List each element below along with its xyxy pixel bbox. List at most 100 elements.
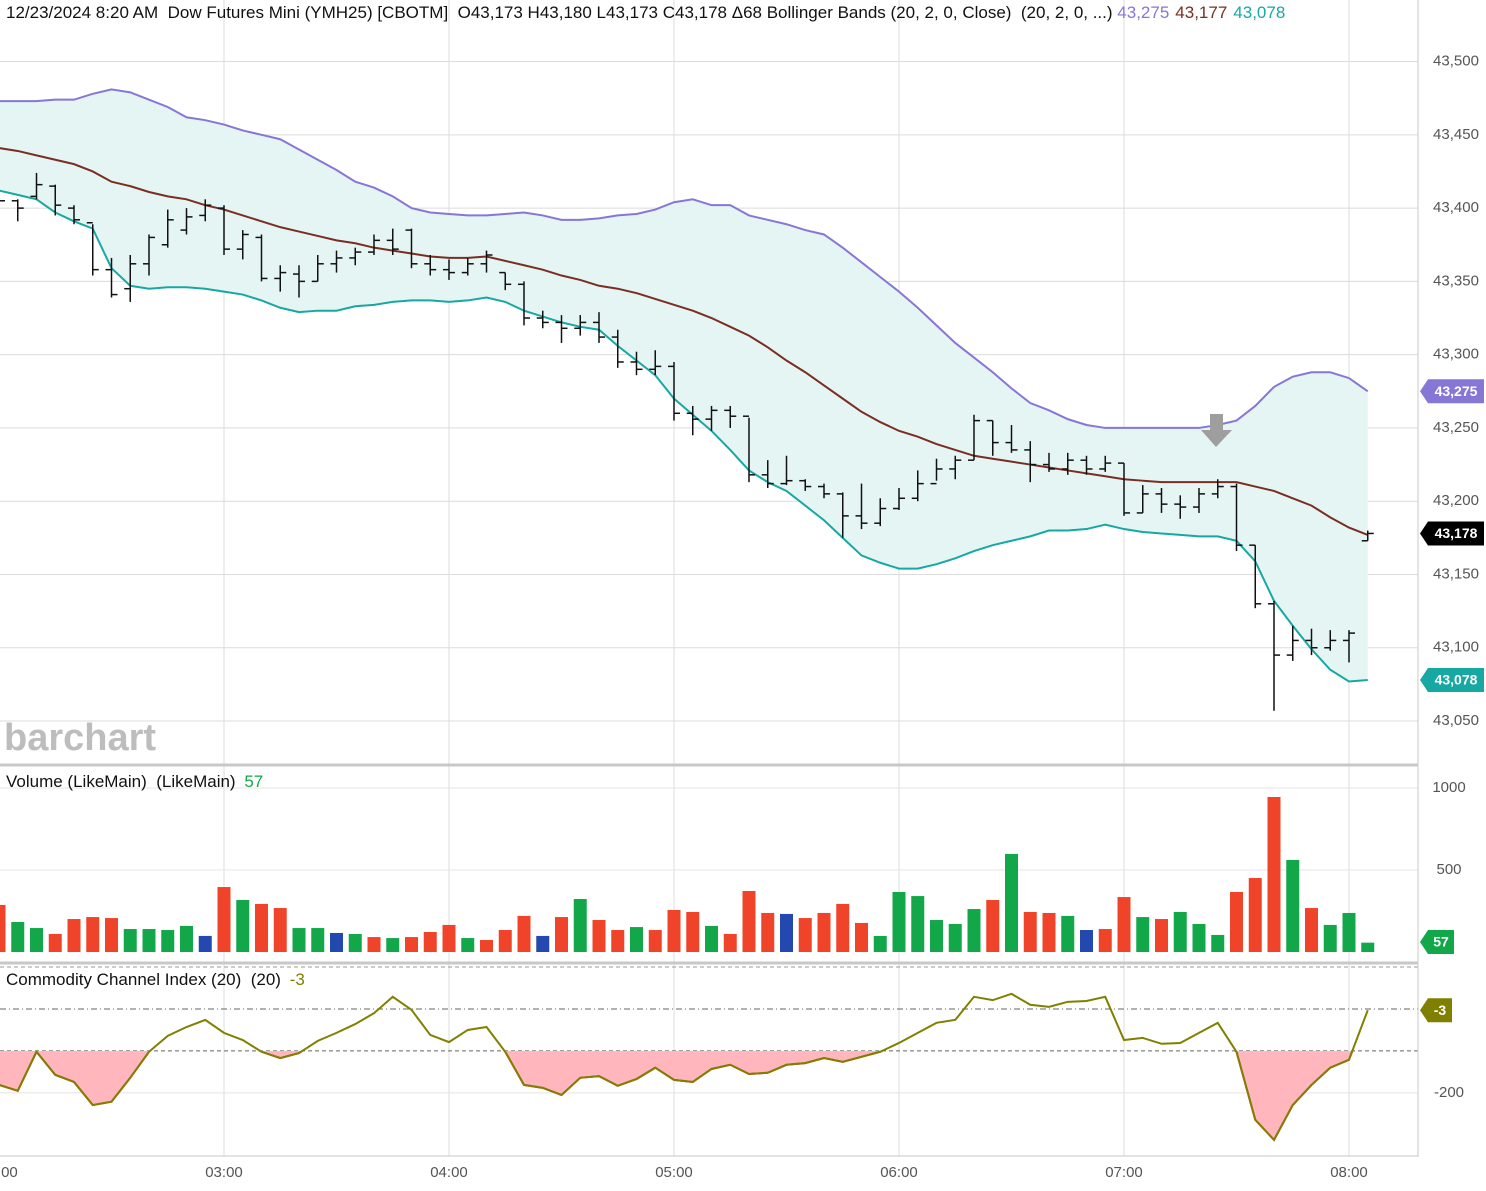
cci-area [0, 1051, 1353, 1140]
x-tick-label: 02:00 [0, 1164, 18, 1181]
volume-bar [930, 920, 943, 952]
cci-panel [0, 992, 1418, 1142]
volume-bar [761, 912, 775, 952]
cci-title: Commodity Channel Index (20) (20) -3 [6, 970, 305, 989]
volume-bar [1323, 924, 1337, 952]
volume-bar [630, 927, 643, 952]
x-tick-label: 06:00 [880, 1164, 918, 1181]
volume-bar [1136, 917, 1150, 952]
volume-bar [48, 933, 62, 952]
volume-bar [123, 929, 137, 952]
volume-bar [405, 937, 418, 952]
price-badge [1420, 930, 1454, 954]
volume-bar [423, 931, 437, 952]
volume-bar [873, 935, 887, 952]
y-tick-label: 43,400 [1433, 199, 1479, 216]
volume-bar [442, 924, 456, 952]
volume-bar [292, 928, 306, 952]
last-value: 57 [244, 772, 263, 791]
x-tick-label: 07:00 [1105, 1164, 1143, 1181]
price-panel [0, 88, 1374, 711]
volume-bar [480, 940, 493, 952]
volume-bar [1117, 897, 1131, 952]
x-tick-label: 05:00 [655, 1164, 693, 1181]
volume-bar [911, 896, 925, 952]
volume-bar [1080, 930, 1093, 952]
cci-line [0, 992, 1369, 1142]
volume-bar [705, 925, 718, 952]
chart-header: 12/23/2024 8:20 AM Dow Futures Mini (YMH… [6, 3, 1285, 22]
volume-bar [892, 891, 906, 952]
volume-bar [592, 920, 606, 952]
signal-arrow [1201, 414, 1232, 447]
volume-bar [67, 919, 81, 952]
volume-bar [686, 911, 700, 952]
volume-bar [723, 933, 737, 952]
band-value: 43,078 [1233, 3, 1285, 22]
price-badge [1420, 668, 1484, 692]
volume-bar [1230, 891, 1243, 952]
volume-bar [11, 921, 25, 952]
x-tick-label: 04:00 [430, 1164, 468, 1181]
price-badge [1420, 379, 1484, 404]
y-tick-label: 43,100 [1433, 639, 1479, 656]
volume-bar [536, 935, 550, 952]
volume-bar [273, 908, 287, 952]
price-badge [1420, 521, 1484, 546]
volume-bar [517, 915, 531, 952]
volume-bar [948, 923, 962, 952]
volume-bar [1023, 911, 1037, 952]
volume-bar [142, 929, 156, 952]
volume-bar [1361, 942, 1375, 952]
title-text: Commodity Channel Index (20) (20) [6, 970, 286, 989]
volume-bar [498, 930, 512, 952]
volume-bar [798, 918, 812, 952]
volume-bar [105, 918, 118, 952]
volume-bar [86, 917, 100, 952]
volume-bar [1173, 911, 1187, 952]
volume-bar [386, 938, 400, 952]
volume-title: Volume (LikeMain) (LikeMain) 57 [6, 772, 263, 791]
volume-bar [836, 903, 850, 952]
volume-bar [986, 900, 1000, 952]
y-tick-label: 43,250 [1433, 419, 1479, 436]
y-tick-label: 43,200 [1433, 492, 1479, 509]
y-tick-label: -200 [1434, 1084, 1464, 1101]
volume-bar [967, 909, 981, 952]
volume-bar [780, 913, 793, 952]
volume-bar [555, 917, 568, 952]
volume-bar [1155, 919, 1168, 952]
volume-bar [0, 904, 6, 952]
watermark: barchart [4, 717, 156, 759]
x-tick-label: 03:00 [205, 1164, 243, 1181]
volume-bar [573, 899, 587, 952]
y-tick-label: 43,500 [1433, 53, 1479, 70]
badge-label: 43,275 [1435, 383, 1478, 399]
band-line [0, 189, 1368, 683]
volume-bar [198, 935, 212, 952]
price-badge [1420, 998, 1452, 1023]
badge-label: -3 [1434, 1002, 1447, 1018]
y-tick-label: 43,150 [1433, 565, 1479, 582]
badge-label: 57 [1433, 934, 1449, 950]
band-area [0, 89, 1368, 682]
volume-bar [855, 922, 868, 952]
volume-bar [311, 928, 325, 952]
volume-bar [1098, 929, 1112, 952]
volume-bar [461, 938, 475, 952]
volume-bar [161, 930, 175, 952]
y-tick-label: 43,050 [1433, 712, 1479, 729]
volume-bar [30, 928, 43, 952]
volume-panel [0, 796, 1375, 952]
y-tick-label: 500 [1436, 861, 1461, 878]
volume-bar [1248, 878, 1262, 952]
volume-bar [217, 887, 231, 952]
y-tick-label: 1000 [1432, 779, 1465, 796]
volume-bar [1267, 796, 1281, 952]
volume-bar [742, 890, 756, 952]
below-zone [0, 1051, 1354, 1142]
y-tick-label: 43,350 [1433, 272, 1479, 289]
volume-bar [648, 930, 662, 952]
